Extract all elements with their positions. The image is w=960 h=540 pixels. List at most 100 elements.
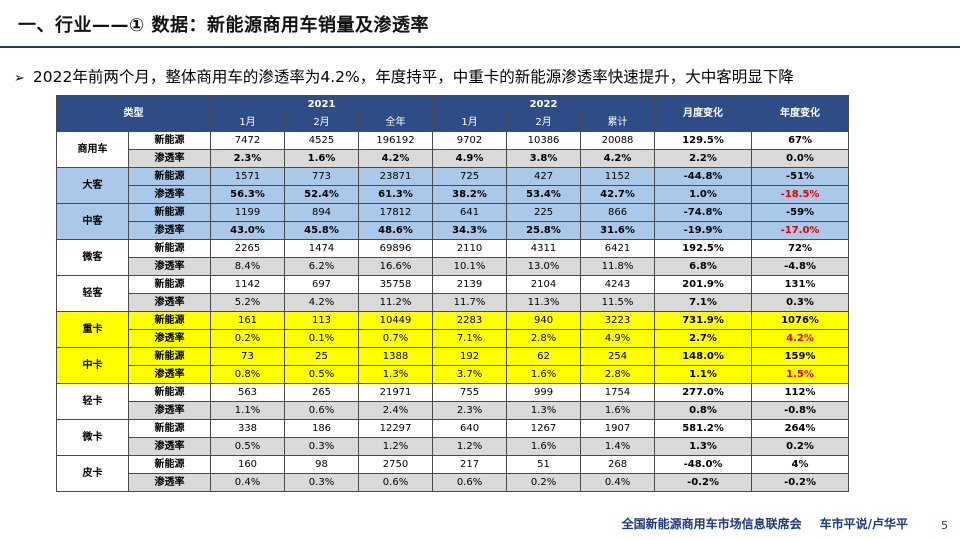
value-cell: 20088 — [580, 131, 656, 150]
table-row: 渗透率 1.1% 0.6% 2.4% 2.3% 1.3% 1.6% 0.8% -0.8% — [57, 401, 850, 420]
value-cell: 4.2% — [751, 329, 850, 348]
value-cell: 755 — [432, 383, 508, 402]
value-cell: 264% — [751, 419, 850, 438]
value-cell: 254 — [580, 347, 656, 366]
value-cell: 0.3% — [284, 473, 359, 492]
table-row: 渗透率 43.0% 45.8% 48.6% 34.3% 25.8% 31.6% -19.9% -… — [57, 221, 850, 240]
value-cell: 201.9% — [654, 275, 753, 294]
header-yoy-change: 年度变化 — [751, 95, 850, 132]
metric-label-cell: 新能源 — [128, 347, 211, 366]
vehicle-type-cell: 轻客 — [56, 275, 129, 312]
table-row: 渗透率 2.3% 1.6% 4.2% 4.9% 3.8% 4.2% 2.2% 0.0% — [57, 149, 850, 168]
metric-label-cell: 渗透率 — [128, 437, 211, 456]
table-row: 渗透率 0.4% 0.3% 0.6% 0.6% 0.2% 0.4% -0.2% -0.2% — [57, 473, 850, 492]
value-cell: 73 — [210, 347, 285, 366]
value-cell: 731.9% — [654, 311, 753, 330]
value-cell: 268 — [580, 455, 656, 474]
value-cell: 2.8% — [580, 365, 656, 384]
arrow-bullet-icon: ➢ — [14, 71, 25, 86]
value-cell: 1907 — [580, 419, 656, 438]
table-row: 渗透率 0.5% 0.3% 1.2% 1.2% 1.6% 1.4% 1.3% 0.2% — [57, 437, 850, 456]
value-cell: 2139 — [432, 275, 508, 294]
value-cell: 0.6% — [432, 473, 508, 492]
value-cell: 1571 — [210, 167, 285, 186]
header-2022-cumulative: 累计 — [580, 113, 656, 132]
sales-penetration-table: 类型 2021 2022 月度变化 年度变化 1月 2月 全年 1月 2月 累计… — [56, 95, 850, 492]
value-cell: -51% — [751, 167, 850, 186]
value-cell: 6.8% — [654, 257, 753, 276]
value-cell: 23871 — [357, 167, 434, 186]
value-cell: 894 — [284, 203, 359, 222]
metric-label-cell: 渗透率 — [128, 257, 211, 276]
value-cell: 148.0% — [654, 347, 753, 366]
value-cell: -18.5% — [751, 185, 850, 204]
table-row: 商用车 新能源 7472 4525 196192 9702 10386 20088 129.5%… — [56, 131, 850, 168]
value-cell: 6.2% — [284, 257, 359, 276]
metric-label-cell: 新能源 — [128, 203, 211, 222]
value-cell: 4.2% — [284, 293, 359, 312]
vehicle-type-cell: 重卡 — [56, 311, 129, 348]
metric-label-cell: 新能源 — [128, 131, 211, 150]
value-cell: 11.8% — [580, 257, 656, 276]
value-cell: 38.2% — [432, 185, 508, 204]
vehicle-type-cell: 皮卡 — [56, 455, 129, 492]
table-row: 渗透率 0.8% 0.5% 1.3% 3.7% 1.6% 2.8% 1.1% 1.5% — [57, 365, 850, 384]
value-cell: 0.3% — [284, 437, 359, 456]
header-mom-change: 月度变化 — [654, 95, 753, 132]
value-cell: 2104 — [506, 275, 582, 294]
value-cell: 51 — [506, 455, 582, 474]
value-cell: 52.4% — [284, 185, 359, 204]
value-cell: 1.2% — [432, 437, 508, 456]
value-cell: 2750 — [357, 455, 434, 474]
value-cell: 160 — [210, 455, 285, 474]
value-cell: 1.2% — [357, 437, 434, 456]
value-cell: 338 — [210, 419, 285, 438]
value-cell: 640 — [432, 419, 508, 438]
table-row: 中客 新能源 1199 894 17812 641 225 866 -74.8% -59% — [56, 203, 850, 240]
value-cell: 1076% — [751, 311, 850, 330]
value-cell: 0.5% — [284, 365, 359, 384]
value-cell: 1199 — [210, 203, 285, 222]
value-cell: 4525 — [284, 131, 359, 150]
value-cell: 0.5% — [210, 437, 285, 456]
value-cell: 112% — [751, 383, 850, 402]
value-cell: 0.4% — [210, 473, 285, 492]
value-cell: 12297 — [357, 419, 434, 438]
value-cell: 3.8% — [506, 149, 582, 168]
value-cell: 2265 — [210, 239, 285, 258]
value-cell: 4% — [751, 455, 850, 474]
metric-label-cell: 渗透率 — [128, 221, 211, 240]
value-cell: 2283 — [432, 311, 508, 330]
header-2021-feb: 2月 — [284, 113, 359, 132]
metric-label-cell: 新能源 — [128, 383, 211, 402]
value-cell: 2.2% — [654, 149, 753, 168]
value-cell: -74.8% — [654, 203, 753, 222]
value-cell: 2.3% — [210, 149, 285, 168]
value-cell: 113 — [284, 311, 359, 330]
table-row: 大客 新能源 1571 773 23871 725 427 1152 -44.8% -51% — [56, 167, 850, 204]
table-row: 渗透率 5.2% 4.2% 11.2% 11.7% 11.3% 11.5% 7.1% 0.3% — [57, 293, 850, 312]
value-cell: 67% — [751, 131, 850, 150]
value-cell: -19.9% — [654, 221, 753, 240]
value-cell: 196192 — [357, 131, 434, 150]
value-cell: 7.1% — [432, 329, 508, 348]
value-cell: 0.3% — [751, 293, 850, 312]
value-cell: 129.5% — [654, 131, 753, 150]
footer-author: 车市平说/卢华平 — [819, 517, 908, 531]
value-cell: 1.6% — [284, 149, 359, 168]
value-cell: 45.8% — [284, 221, 359, 240]
value-cell: 186 — [284, 419, 359, 438]
value-cell: 866 — [580, 203, 656, 222]
header-year-2022: 2022 — [432, 95, 656, 114]
value-cell: 131% — [751, 275, 850, 294]
value-cell: 1.3% — [506, 401, 582, 420]
value-cell: 0.2% — [751, 437, 850, 456]
value-cell: 1.1% — [210, 401, 285, 420]
value-cell: 16.6% — [357, 257, 434, 276]
value-cell: 11.2% — [357, 293, 434, 312]
vehicle-type-cell: 轻卡 — [56, 383, 129, 420]
value-cell: 9702 — [432, 131, 508, 150]
value-cell: 4311 — [506, 239, 582, 258]
table-row: 微客 新能源 2265 1474 69896 2110 4311 6421 192.5% 72% — [56, 239, 850, 276]
vehicle-type-cell: 中卡 — [56, 347, 129, 384]
